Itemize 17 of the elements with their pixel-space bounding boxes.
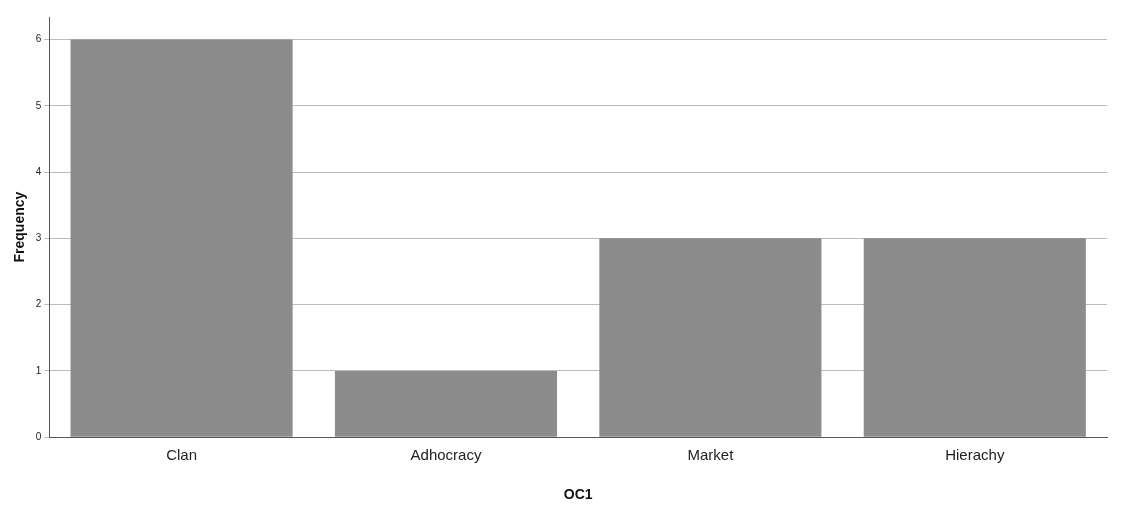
y-tick-label: 1: [35, 364, 42, 376]
x-tick-label: Adhocracy: [410, 446, 482, 464]
y-axis-title: Frequency: [11, 191, 28, 263]
bar: [863, 238, 1086, 437]
y-tick-label: 6: [35, 33, 42, 45]
x-axis-title: OC1: [563, 486, 593, 503]
bar: [334, 370, 558, 437]
y-tick-label: 0: [35, 430, 42, 442]
y-tick-label: 2: [35, 298, 42, 310]
bar: [70, 39, 293, 437]
x-tick-label: Hierachy: [945, 446, 1005, 464]
y-tick-label: 3: [35, 232, 42, 244]
y-tick-label: 4: [35, 165, 42, 177]
bar: [599, 238, 822, 437]
x-tick-label: Clan: [166, 446, 197, 464]
y-tick-label: 5: [35, 99, 42, 111]
x-tick-label: Market: [687, 446, 735, 464]
